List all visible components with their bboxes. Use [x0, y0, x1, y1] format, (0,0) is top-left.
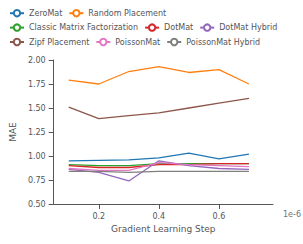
svg-text:DotMat: DotMat	[164, 23, 193, 32]
svg-text:0.50: 0.50	[28, 200, 46, 209]
svg-text:1.00: 1.00	[28, 152, 46, 161]
svg-text:Random Placement: Random Placement	[88, 9, 166, 18]
svg-text:PoissonMat: PoissonMat	[115, 38, 160, 47]
svg-text:2.00: 2.00	[28, 56, 46, 65]
svg-text:1.50: 1.50	[28, 104, 46, 113]
svg-text:1e-6: 1e-6	[283, 210, 301, 219]
svg-text:PoissonMat Hybrid: PoissonMat Hybrid	[186, 38, 260, 47]
svg-text:Gradient Learning Step: Gradient Learning Step	[111, 224, 216, 234]
svg-text:ZeroMat: ZeroMat	[29, 9, 62, 18]
svg-text:DotMat Hybrid: DotMat Hybrid	[219, 23, 277, 32]
svg-text:0.75: 0.75	[28, 176, 46, 185]
svg-text:0.2: 0.2	[92, 212, 105, 221]
svg-text:1.25: 1.25	[28, 128, 46, 137]
svg-text:MAE: MAE	[8, 122, 18, 142]
svg-text:1.75: 1.75	[28, 80, 46, 89]
svg-text:0.6: 0.6	[213, 212, 226, 221]
svg-text:Zipf Placement: Zipf Placement	[29, 38, 89, 47]
svg-text:0.4: 0.4	[152, 212, 165, 221]
svg-text:Classic Matrix Factorization: Classic Matrix Factorization	[29, 23, 138, 32]
